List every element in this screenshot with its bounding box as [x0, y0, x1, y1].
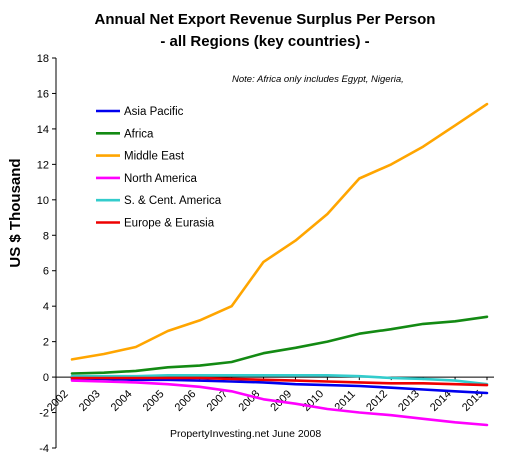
series-line	[70, 373, 489, 386]
series-line	[70, 376, 489, 387]
legend-label: Asia Pacific	[124, 106, 184, 118]
y-tick-label: 6	[43, 266, 49, 278]
x-tick-label: 2007	[205, 388, 231, 414]
chart-credit: PropertyInvesting.net June 2008	[170, 428, 321, 440]
chart-title: Annual Net Export Revenue Surplus Per Pe…	[95, 11, 436, 28]
x-tick-label: 2002	[45, 388, 71, 414]
x-tick-label: 2008	[237, 388, 263, 414]
chart-subtitle: - all Regions (key countries) -	[160, 33, 369, 50]
y-tick-label: 12	[37, 159, 49, 171]
y-tick-label: 10	[37, 195, 49, 207]
series-line	[70, 102, 489, 361]
legend: Asia Pacific Africa Middle East North Ameri…	[96, 106, 222, 230]
x-tick-label: 2012	[364, 388, 390, 414]
x-tick-label: 2010	[300, 388, 326, 414]
x-tick-label: 2013	[396, 388, 422, 414]
y-axis-label: US $ Thousand	[7, 158, 24, 267]
series-line	[70, 377, 489, 395]
legend-label: Middle East	[124, 151, 185, 163]
legend-label: S. & Cent. America	[124, 195, 222, 207]
y-tick-label: 14	[37, 124, 49, 136]
y-tick-label: -4	[39, 443, 49, 455]
y-tick-label: 8	[43, 230, 49, 242]
y-tick-label: 16	[37, 88, 49, 100]
x-tick-label: 2004	[109, 388, 135, 414]
y-tick-label: 18	[37, 53, 49, 65]
legend-label: North America	[124, 173, 197, 185]
x-tick-label: 2003	[77, 388, 103, 414]
legend-label: Africa	[124, 128, 154, 140]
legend-label: Europe & Eurasia	[124, 218, 215, 230]
y-tick-label: 0	[43, 372, 49, 384]
series-line	[70, 315, 489, 375]
chart-note: Note: Africa only includes Egypt, Nigeri…	[232, 74, 404, 85]
series-lines	[70, 102, 489, 427]
x-tick-label: 2005	[141, 388, 167, 414]
y-tick-label: -2	[39, 408, 49, 420]
y-tick-label: 2	[43, 337, 49, 349]
series-line	[70, 379, 489, 427]
y-tick-label: 4	[43, 301, 49, 313]
x-tick-label: 2006	[173, 388, 199, 414]
